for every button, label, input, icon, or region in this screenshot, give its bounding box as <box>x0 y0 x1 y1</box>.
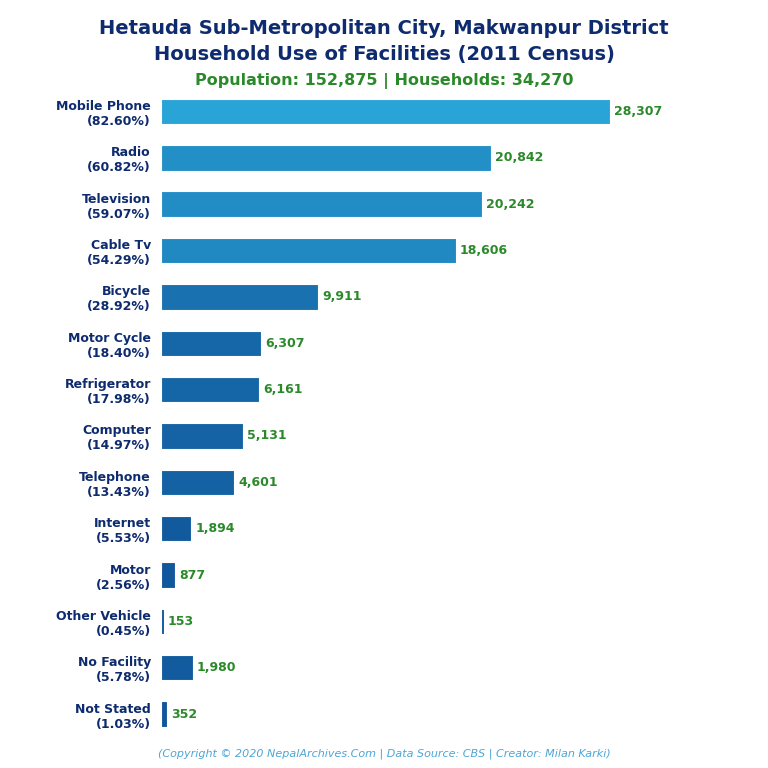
Text: 877: 877 <box>179 568 205 581</box>
Bar <box>161 284 318 310</box>
Text: 20,242: 20,242 <box>486 197 535 210</box>
Bar <box>161 423 243 449</box>
Text: 4,601: 4,601 <box>238 476 278 488</box>
Bar <box>161 330 261 356</box>
Text: 9,911: 9,911 <box>323 290 362 303</box>
Text: 18,606: 18,606 <box>460 244 508 257</box>
Bar <box>161 191 482 217</box>
Text: 1,980: 1,980 <box>197 661 236 674</box>
Bar <box>161 238 456 263</box>
Bar <box>161 609 164 634</box>
Bar <box>161 99 610 124</box>
Text: Household Use of Facilities (2011 Census): Household Use of Facilities (2011 Census… <box>154 45 614 64</box>
Text: 1,894: 1,894 <box>195 522 235 535</box>
Bar <box>161 469 234 495</box>
Text: 6,307: 6,307 <box>265 337 305 349</box>
Text: (Copyright © 2020 NepalArchives.Com | Data Source: CBS | Creator: Milan Karki): (Copyright © 2020 NepalArchives.Com | Da… <box>157 748 611 759</box>
Text: 153: 153 <box>167 615 194 628</box>
Text: 20,842: 20,842 <box>495 151 544 164</box>
Bar <box>161 701 167 727</box>
Bar <box>161 655 193 680</box>
Bar <box>161 562 175 588</box>
Bar <box>161 145 492 170</box>
Bar <box>161 377 259 402</box>
Text: Hetauda Sub-Metropolitan City, Makwanpur District: Hetauda Sub-Metropolitan City, Makwanpur… <box>99 19 669 38</box>
Text: 352: 352 <box>170 707 197 720</box>
Text: Population: 152,875 | Households: 34,270: Population: 152,875 | Households: 34,270 <box>195 73 573 89</box>
Text: 5,131: 5,131 <box>247 429 286 442</box>
Text: 28,307: 28,307 <box>614 105 662 118</box>
Text: 6,161: 6,161 <box>263 383 303 396</box>
Bar <box>161 516 191 541</box>
